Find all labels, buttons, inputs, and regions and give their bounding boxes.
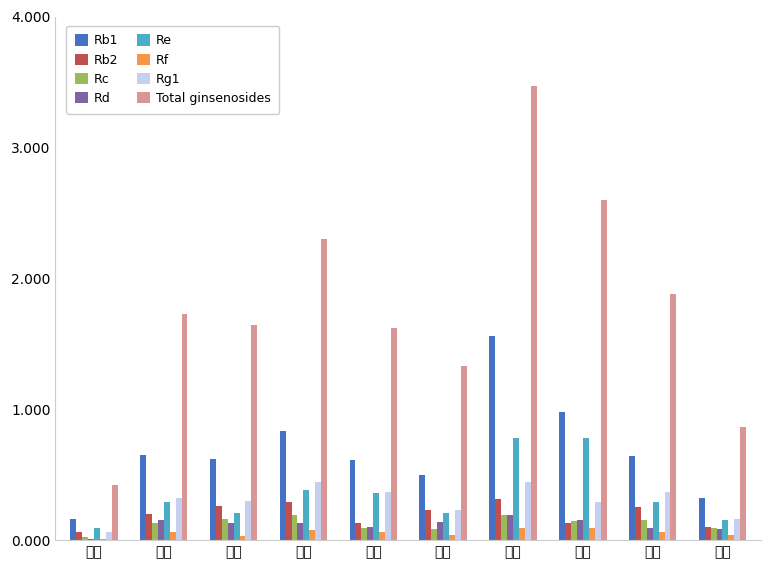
- Bar: [699, 498, 705, 540]
- Bar: [140, 455, 146, 540]
- Bar: [112, 485, 117, 540]
- Bar: [723, 520, 729, 540]
- Bar: [239, 536, 245, 540]
- Bar: [629, 456, 635, 540]
- Bar: [210, 459, 215, 540]
- Bar: [501, 515, 507, 540]
- Bar: [100, 539, 106, 540]
- Bar: [385, 491, 391, 540]
- Bar: [373, 493, 379, 540]
- Bar: [705, 527, 710, 540]
- Legend: Rb1, Rb2, Rc, Rd, Re, Rf, Rg1, Total ginsenosides: Rb1, Rb2, Rc, Rd, Re, Rf, Rg1, Total gin…: [66, 26, 279, 114]
- Bar: [234, 512, 239, 540]
- Bar: [350, 460, 355, 540]
- Bar: [181, 314, 188, 540]
- Bar: [641, 520, 647, 540]
- Bar: [601, 200, 607, 540]
- Bar: [531, 86, 537, 540]
- Bar: [670, 294, 676, 540]
- Bar: [152, 523, 157, 540]
- Bar: [577, 520, 583, 540]
- Bar: [425, 510, 432, 540]
- Bar: [443, 512, 449, 540]
- Bar: [279, 431, 286, 540]
- Bar: [665, 491, 670, 540]
- Bar: [461, 366, 467, 540]
- Bar: [310, 530, 315, 540]
- Bar: [489, 336, 495, 540]
- Bar: [379, 531, 385, 540]
- Bar: [559, 412, 565, 540]
- Bar: [729, 535, 734, 540]
- Bar: [355, 523, 361, 540]
- Bar: [507, 515, 513, 540]
- Bar: [589, 528, 594, 540]
- Bar: [565, 523, 571, 540]
- Bar: [519, 528, 525, 540]
- Bar: [361, 528, 367, 540]
- Bar: [170, 531, 175, 540]
- Bar: [571, 521, 577, 540]
- Bar: [106, 532, 112, 540]
- Bar: [228, 523, 234, 540]
- Bar: [297, 523, 303, 540]
- Bar: [437, 522, 443, 540]
- Bar: [286, 502, 292, 540]
- Bar: [157, 520, 164, 540]
- Bar: [432, 529, 437, 540]
- Bar: [321, 239, 327, 540]
- Bar: [710, 528, 716, 540]
- Bar: [70, 519, 76, 540]
- Bar: [175, 498, 181, 540]
- Bar: [245, 501, 252, 540]
- Bar: [367, 527, 373, 540]
- Bar: [734, 519, 740, 540]
- Bar: [635, 507, 641, 540]
- Bar: [88, 539, 94, 540]
- Bar: [146, 514, 152, 540]
- Bar: [292, 515, 297, 540]
- Bar: [222, 519, 228, 540]
- Bar: [525, 482, 531, 540]
- Bar: [252, 325, 257, 540]
- Bar: [740, 428, 747, 540]
- Bar: [449, 535, 455, 540]
- Bar: [716, 529, 723, 540]
- Bar: [94, 528, 100, 540]
- Bar: [659, 531, 665, 540]
- Bar: [583, 438, 589, 540]
- Bar: [419, 475, 425, 540]
- Bar: [455, 510, 461, 540]
- Bar: [647, 528, 652, 540]
- Bar: [495, 499, 501, 540]
- Bar: [215, 506, 222, 540]
- Bar: [652, 502, 659, 540]
- Bar: [164, 502, 170, 540]
- Bar: [391, 328, 397, 540]
- Bar: [594, 502, 601, 540]
- Bar: [315, 482, 321, 540]
- Bar: [76, 532, 82, 540]
- Bar: [513, 438, 519, 540]
- Bar: [303, 490, 310, 540]
- Bar: [82, 538, 88, 540]
